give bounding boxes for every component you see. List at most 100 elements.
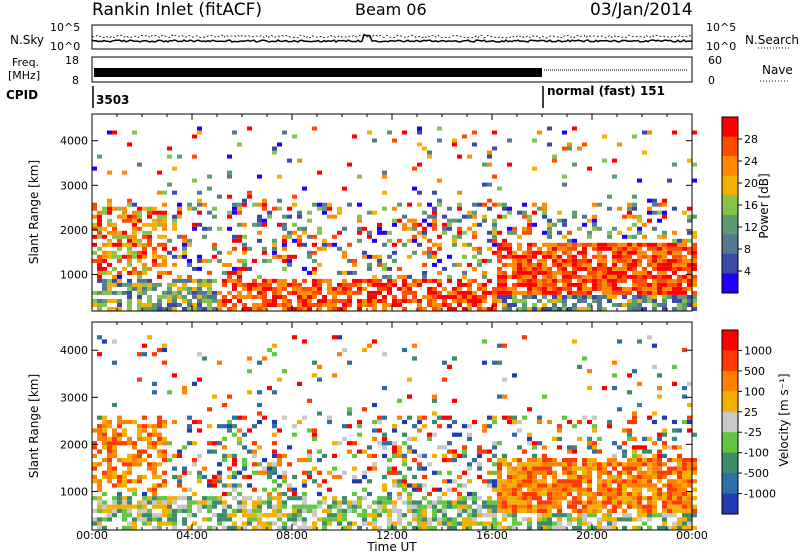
heatmap-cell (632, 258, 637, 263)
heatmap-cell (632, 234, 637, 239)
heatmap-cell (592, 242, 597, 247)
heatmap-cell (522, 517, 527, 522)
heatmap-cell (132, 286, 137, 291)
heatmap-cell (532, 491, 537, 497)
heatmap-cell (382, 500, 387, 505)
heatmap-cell (352, 453, 357, 458)
heatmap-cell (282, 453, 287, 458)
heatmap-cell (567, 462, 572, 467)
heatmap-cell (242, 262, 247, 267)
heatmap-cell (512, 500, 517, 505)
heatmap-cell (532, 441, 537, 446)
heatmap-cell (637, 303, 642, 307)
heatmap-cell (537, 246, 542, 251)
heatmap-cell (302, 521, 307, 526)
heatmap-cell (467, 432, 472, 437)
heatmap-cell (452, 295, 457, 299)
heatmap-cell (237, 206, 242, 211)
heatmap-cell (162, 419, 167, 425)
heatmap-cell (192, 266, 197, 271)
heatmap-cell (682, 458, 687, 463)
heatmap-cell (252, 286, 257, 291)
heatmap-cell (557, 479, 562, 484)
heatmap-cell (187, 424, 192, 429)
heatmap-cell (557, 487, 562, 492)
heatmap-cell (552, 242, 557, 247)
heatmap-cell (552, 500, 557, 505)
heatmap-cell (277, 142, 282, 147)
heatmap-cell (192, 290, 197, 295)
heatmap-cell (662, 210, 667, 215)
heatmap-cell (167, 390, 172, 395)
heatmap-cell (157, 474, 162, 480)
heatmap-cell (692, 307, 697, 311)
heatmap-cell (372, 466, 377, 471)
heatmap-cell (317, 278, 322, 283)
heatmap-cell (322, 278, 327, 283)
heatmap-cell (462, 500, 467, 505)
heatmap-cell (692, 479, 697, 484)
freq-tick-bottom-left: 8 (72, 74, 79, 87)
heatmap-cell (652, 303, 657, 307)
heatmap-cell (497, 504, 502, 509)
heatmap-cell (347, 242, 352, 247)
heatmap-cell (637, 474, 642, 480)
heatmap-cell (572, 424, 577, 429)
heatmap-cell (542, 258, 547, 263)
heatmap-cell (337, 299, 342, 303)
freq-panel-frame (91, 56, 693, 83)
heatmap-cell (382, 242, 387, 247)
heatmap-cell (447, 218, 452, 223)
heatmap-cell (587, 436, 592, 441)
heatmap-cell (272, 419, 277, 425)
heatmap-cell (242, 258, 247, 263)
heatmap-cell (417, 453, 422, 458)
heatmap-cell (647, 210, 652, 215)
heatmap-cell (682, 246, 687, 251)
heatmap-cell (92, 242, 97, 247)
heatmap-cell (597, 479, 602, 484)
heatmap-cell (632, 278, 637, 283)
heatmap-cell (317, 377, 322, 382)
heatmap-cell (362, 521, 367, 526)
heatmap-cell (482, 525, 487, 530)
heatmap-cell (667, 487, 672, 492)
heatmap-cell (147, 445, 152, 450)
heatmap-cell (622, 441, 627, 446)
heatmap-cell (287, 262, 292, 267)
heatmap-cell (672, 130, 677, 135)
heatmap-cell (542, 517, 547, 522)
heatmap-cell (542, 504, 547, 509)
heatmap-cell (557, 496, 562, 501)
heatmap-cell (367, 445, 372, 450)
heatmap-cell (147, 214, 152, 219)
heatmap-cell (592, 270, 597, 275)
heatmap-cell (492, 226, 497, 231)
heatmap-cell (517, 462, 522, 467)
heatmap-cell (577, 282, 582, 287)
heatmap-cell (482, 307, 487, 311)
heatmap-cell (502, 453, 507, 458)
heatmap-cell (567, 521, 572, 526)
heatmap-cell (302, 458, 307, 463)
heatmap-cell (502, 525, 507, 530)
heatmap-cell (452, 138, 457, 143)
heatmap-cell (562, 525, 567, 530)
heatmap-cell (407, 415, 412, 420)
heatmap-cell (157, 234, 162, 239)
heatmap-cell (167, 282, 172, 287)
heatmap-cell (597, 462, 602, 467)
heatmap-cell (642, 479, 647, 484)
heatmap-cell (472, 246, 477, 251)
heatmap-cell (232, 508, 237, 513)
heatmap-cell (577, 266, 582, 271)
heatmap-cell (692, 432, 697, 437)
heatmap-cell (312, 428, 317, 433)
heatmap-cell (507, 274, 512, 279)
heatmap-cell (582, 517, 587, 522)
heatmap-cell (527, 278, 532, 283)
heatmap-cell (537, 517, 542, 522)
heatmap-cell (387, 290, 392, 295)
heatmap-cell (687, 286, 692, 291)
heatmap-cell (412, 513, 417, 518)
